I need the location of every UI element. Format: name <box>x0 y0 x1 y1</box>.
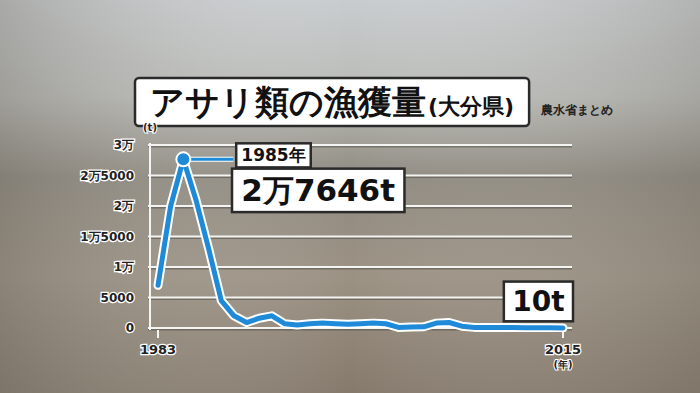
annotation-box <box>236 143 311 167</box>
annotation-text: 1985年 <box>241 145 305 165</box>
y-axis <box>149 143 151 330</box>
annotation-text: 10t <box>512 285 564 318</box>
x-tick-label: 2015 <box>545 342 581 357</box>
x-axis-label: (年) <box>553 359 572 370</box>
y-tick-label: 2万 <box>114 199 134 213</box>
annotation-box <box>232 169 404 212</box>
y-tick-label: 1万5000 <box>80 230 134 244</box>
x-tick-label: 1983 <box>140 342 176 357</box>
source: 農水省まとめ <box>540 103 613 117</box>
title-text: アサリ類の漁獲量 <box>150 82 426 122</box>
subtitle: (大分県) <box>428 94 514 119</box>
title-group: アサリ類の漁獲量(大分県) <box>135 78 529 126</box>
y-tick-label: 1万 <box>114 260 134 274</box>
grid-line <box>148 236 572 238</box>
grid-line <box>148 144 572 146</box>
y-axis-label: (t) <box>143 122 157 133</box>
data-group <box>158 159 563 328</box>
line <box>158 159 563 328</box>
background-shade <box>0 0 700 393</box>
y-tick-label: 0 <box>126 321 134 335</box>
annotation-text: 2万7646t <box>241 172 395 208</box>
line-outline <box>158 159 563 328</box>
annotation-box <box>504 282 573 322</box>
y-tick-label: 3万 <box>114 138 134 152</box>
y-tick-label: 5000 <box>101 291 134 305</box>
annotations: 1985年 2万7646t 10t <box>183 143 573 321</box>
chart: アサリ類の漁獲量(大分県) 農水省まとめ 0 5000 1万 1万5000 2万 2万5000… <box>0 0 700 393</box>
y-tick-label: 2万5000 <box>80 169 134 183</box>
grid-shadow <box>148 146 572 148</box>
grid-shadow <box>148 237 572 239</box>
grid <box>148 145 572 330</box>
title-box <box>135 78 529 126</box>
background <box>0 0 700 393</box>
title: アサリ類の漁獲量(大分県) <box>150 82 514 122</box>
peak-dot <box>176 152 190 166</box>
x-tick <box>157 330 159 338</box>
